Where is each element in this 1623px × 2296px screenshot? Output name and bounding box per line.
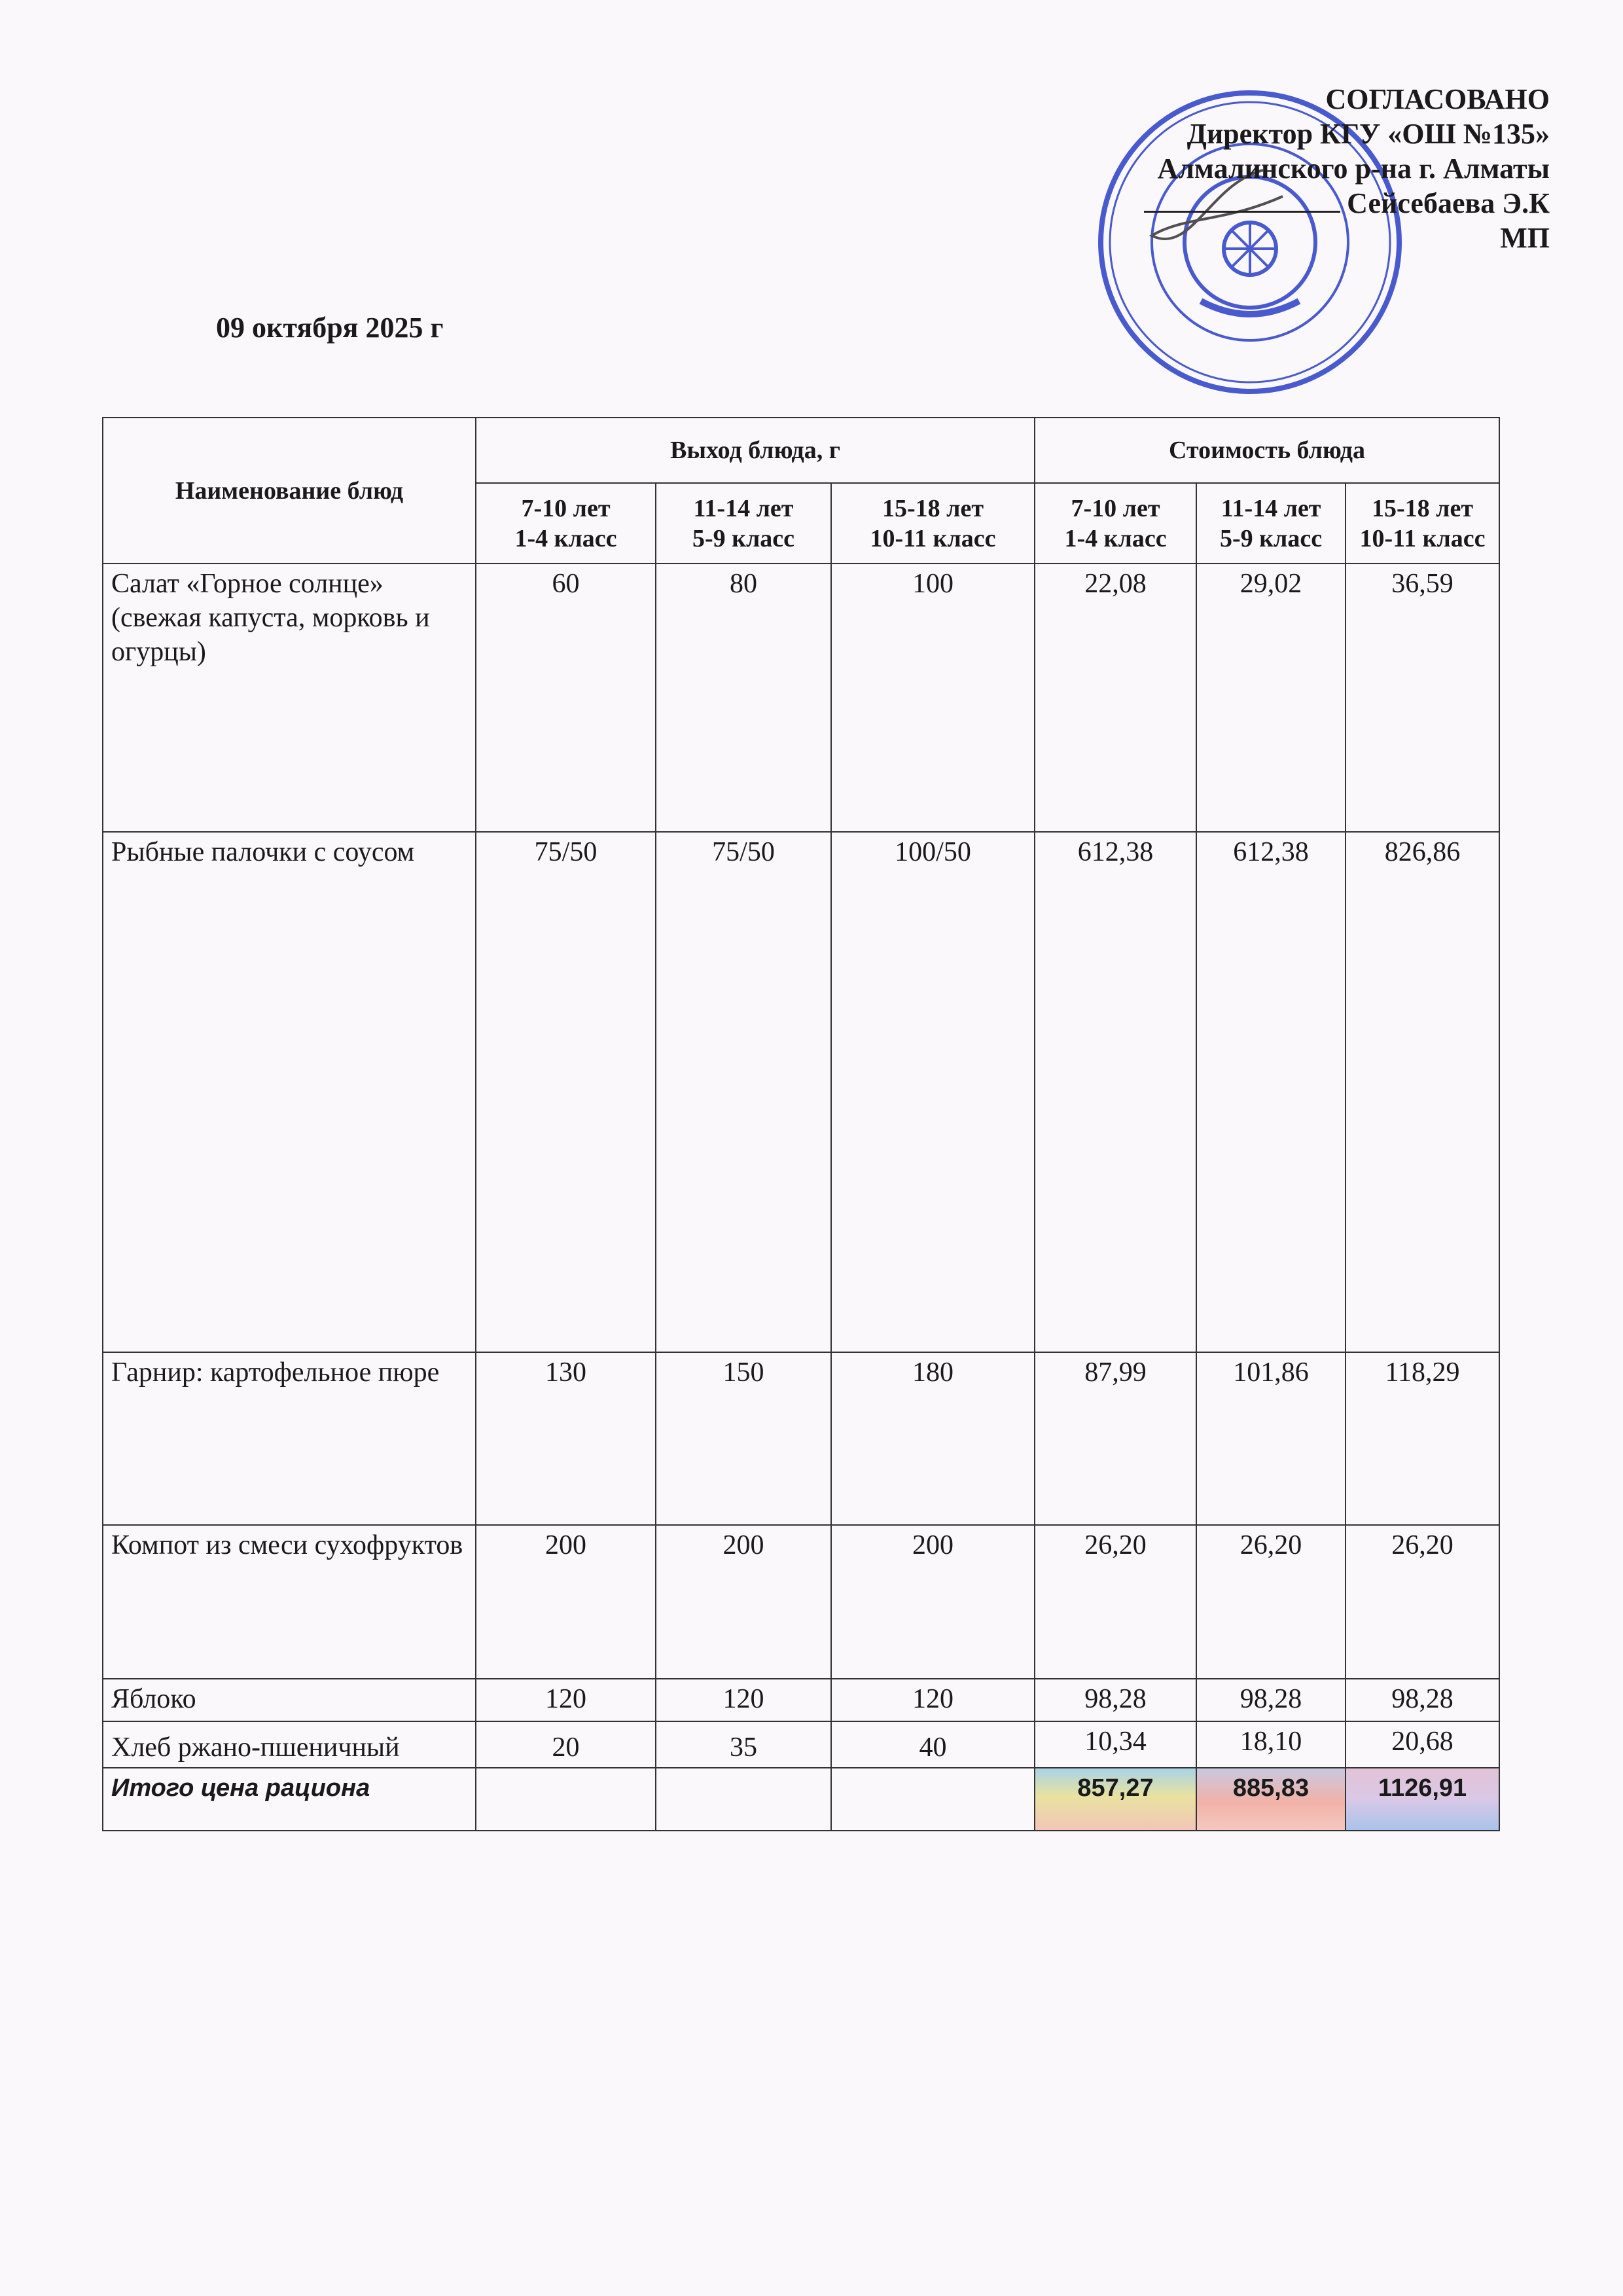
- header-cost: Стоимость блюда: [1034, 417, 1501, 484]
- seal-mark: МП: [1500, 222, 1550, 254]
- approval-title: СОГЛАСОВАНО: [1325, 83, 1550, 115]
- yield-value: 120: [830, 1678, 1036, 1722]
- cost-value: 26,20: [1345, 1524, 1501, 1679]
- approval-signatory: Сейсебаева Э.К: [1144, 186, 1550, 221]
- yield-value: 40: [830, 1721, 1036, 1768]
- age-range: 11-14 лет: [693, 494, 794, 522]
- empty-cell: [655, 1767, 832, 1831]
- signatory-name: Сейсебаева Э.К: [1347, 187, 1550, 219]
- empty-cell: [830, 1767, 1036, 1831]
- header-age-group: 15-18 лет 10-11 класс: [1345, 482, 1501, 564]
- table-row: Яблоко 120 120 120 98,28 98,28 98,28: [102, 1678, 1501, 1722]
- yield-value: 150: [655, 1352, 832, 1526]
- yield-value: 100/50: [830, 831, 1036, 1353]
- table-row: Салат «Горное солнце» (свежая капуста, м…: [102, 563, 1501, 833]
- cost-value: 22,08: [1034, 563, 1198, 833]
- header-age-group: 7-10 лет 1-4 класс: [475, 482, 656, 564]
- yield-value: 200: [830, 1524, 1036, 1679]
- cost-value: 36,59: [1345, 563, 1501, 833]
- yield-value: 20: [475, 1721, 656, 1768]
- total-cost-value: 857,27: [1034, 1767, 1198, 1831]
- yield-value: 200: [475, 1524, 656, 1679]
- dish-name: Компот из смеси сухофруктов: [102, 1524, 476, 1679]
- table-row: Гарнир: картофельное пюре 130 150 180 87,99 1…: [102, 1352, 1501, 1526]
- approval-district: Алмалинского р-на г. Алматы: [1157, 152, 1550, 185]
- dish-name: Салат «Горное солнце» (свежая капуста, м…: [102, 563, 476, 833]
- yield-value: 35: [655, 1721, 832, 1768]
- yield-value: 75/50: [655, 831, 832, 1353]
- cost-value: 98,28: [1345, 1678, 1501, 1722]
- cost-value: 612,38: [1034, 831, 1198, 1353]
- age-range: 15-18 лет: [882, 494, 984, 522]
- header-yield: Выход блюда, г: [474, 417, 1036, 484]
- official-seal-stamp: [1098, 90, 1402, 394]
- header-age-group: 7-10 лет 1-4 класс: [1034, 482, 1198, 564]
- yield-value: 60: [475, 563, 656, 833]
- cost-value: 101,86: [1196, 1352, 1347, 1526]
- header-dish-name: Наименование блюд: [102, 417, 476, 564]
- dish-name: Рыбные палочки с соусом: [102, 831, 476, 1353]
- class-range: 10-11 класс: [1359, 524, 1486, 552]
- yield-value: 120: [475, 1678, 656, 1722]
- cost-value: 87,99: [1034, 1352, 1198, 1526]
- cost-value: 26,20: [1196, 1524, 1347, 1679]
- cost-value: 826,86: [1345, 831, 1501, 1353]
- total-label: Итого цена рациона: [102, 1767, 476, 1831]
- yield-value: 200: [655, 1524, 832, 1679]
- approval-block: СОГЛАСОВАНО Директор КГУ «ОШ №135» Алмал…: [1144, 82, 1550, 255]
- header-age-group: 11-14 лет 5-9 класс: [655, 482, 832, 564]
- cost-value: 98,28: [1196, 1678, 1347, 1722]
- cost-value: 98,28: [1034, 1678, 1198, 1722]
- yield-value: 80: [655, 563, 832, 833]
- table-row: Компот из смеси сухофруктов 200 200 200 26,2…: [102, 1524, 1501, 1679]
- total-cost-value: 1126,91: [1345, 1767, 1501, 1831]
- total-row: Итого цена рациона 857,27 885,83 1126,91: [102, 1767, 1501, 1831]
- table-row: Рыбные палочки с соусом 75/50 75/50 100/50 6…: [102, 831, 1501, 1353]
- yield-value: 75/50: [475, 831, 656, 1353]
- table-row: Хлеб ржано-пшеничный 20 35 40 10,34 18,10 20,6…: [102, 1721, 1501, 1768]
- cost-value: 612,38: [1196, 831, 1347, 1353]
- age-range: 7-10 лет: [521, 494, 611, 522]
- yield-value: 120: [655, 1678, 832, 1722]
- menu-date: 09 октября 2025 г: [216, 312, 444, 344]
- cost-value: 18,10: [1196, 1721, 1347, 1768]
- cost-value: 26,20: [1034, 1524, 1198, 1679]
- signature-line: [1144, 211, 1341, 213]
- yield-value: 130: [475, 1352, 656, 1526]
- age-range: 11-14 лет: [1221, 494, 1321, 522]
- menu-table: Наименование блюд Выход блюда, г Стоимос…: [102, 417, 1501, 1831]
- cost-value: 118,29: [1345, 1352, 1501, 1526]
- yield-value: 100: [830, 563, 1036, 833]
- age-range: 7-10 лет: [1071, 494, 1160, 522]
- approval-director: Директор КГУ «ОШ №135»: [1186, 118, 1550, 150]
- class-range: 1-4 класс: [1064, 524, 1167, 552]
- header-age-group: 15-18 лет 10-11 класс: [830, 482, 1036, 564]
- header-age-group: 11-14 лет 5-9 класс: [1196, 482, 1347, 564]
- cost-value: 29,02: [1196, 563, 1347, 833]
- dish-name: Гарнир: картофельное пюре: [102, 1352, 476, 1526]
- class-range: 10-11 класс: [870, 524, 996, 552]
- class-range: 5-9 класс: [1219, 524, 1323, 552]
- class-range: 1-4 класс: [514, 524, 617, 552]
- empty-cell: [475, 1767, 656, 1831]
- dish-name: Яблоко: [102, 1678, 476, 1722]
- cost-value: 10,34: [1034, 1721, 1198, 1768]
- dish-name: Хлеб ржано-пшеничный: [102, 1721, 476, 1768]
- cost-value: 20,68: [1345, 1721, 1501, 1768]
- yield-value: 180: [830, 1352, 1036, 1526]
- total-cost-value: 885,83: [1196, 1767, 1347, 1831]
- age-range: 15-18 лет: [1372, 494, 1474, 522]
- class-range: 5-9 класс: [692, 524, 795, 552]
